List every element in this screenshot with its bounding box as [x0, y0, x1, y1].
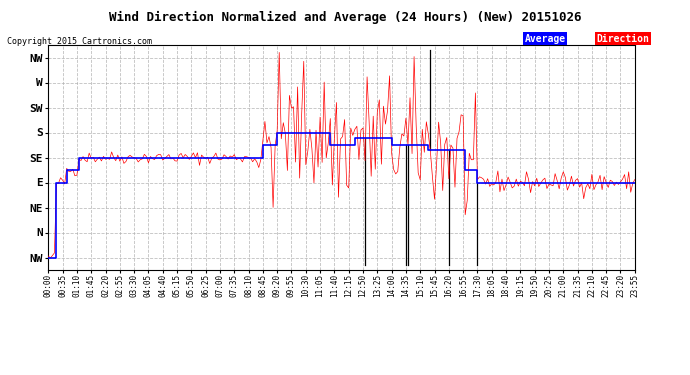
- Text: Direction: Direction: [597, 34, 650, 44]
- Text: Average: Average: [524, 34, 566, 44]
- Text: Copyright 2015 Cartronics.com: Copyright 2015 Cartronics.com: [7, 38, 152, 46]
- Text: Wind Direction Normalized and Average (24 Hours) (New) 20151026: Wind Direction Normalized and Average (2…: [109, 11, 581, 24]
